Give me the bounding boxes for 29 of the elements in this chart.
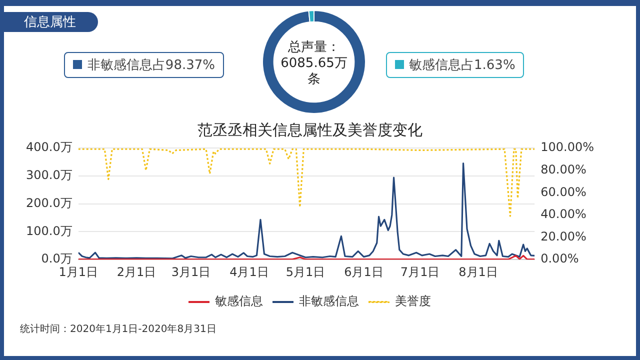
x-tick-label: 3月1日	[171, 264, 211, 279]
text: 总声量：6085.65万条	[280, 40, 348, 88]
chart-title: 信息属性	[4, 12, 98, 32]
x-tick-label: 6月1日	[344, 264, 384, 279]
legend-label: 非敏感信息	[299, 294, 359, 308]
legend-label: 非敏感信息占98.37%	[64, 52, 224, 78]
text: 统计时间：2020年1月1日-2020年8月31日	[20, 322, 216, 336]
x-tick-label: 5月1日	[286, 264, 326, 279]
legend-label: 敏感信息占1.63%	[386, 52, 524, 78]
legend-label: 敏感信息	[215, 294, 263, 308]
y2-tick-label: 20.00%	[540, 229, 586, 244]
y-tick-label: 0.0万	[41, 252, 72, 266]
chart-title: 范丞丞相关信息属性及美誉度变化	[198, 120, 422, 139]
y-tick-label: 400.0万	[26, 140, 72, 154]
legend-label: 美誉度	[395, 294, 431, 308]
x-tick-label: 2月1日	[116, 264, 156, 279]
line-series	[78, 148, 535, 217]
y2-tick-label: 40.00%	[540, 207, 586, 222]
x-tick-label: 8月1日	[458, 264, 498, 279]
y2-tick-label: 100.00%	[540, 140, 594, 154]
y2-tick-label: 0.00%	[540, 252, 579, 266]
y-tick-label: 300.0万	[26, 168, 72, 182]
x-tick-label: 7月1日	[400, 264, 440, 279]
y-tick-label: 200.0万	[26, 196, 72, 210]
y2-tick-label: 80.00%	[540, 162, 586, 176]
y-tick-label: 100.0万	[26, 224, 72, 238]
x-tick-label: 4月1日	[230, 264, 269, 279]
y2-tick-label: 60.00%	[540, 184, 586, 199]
x-tick-label: 1月1日	[58, 264, 98, 279]
